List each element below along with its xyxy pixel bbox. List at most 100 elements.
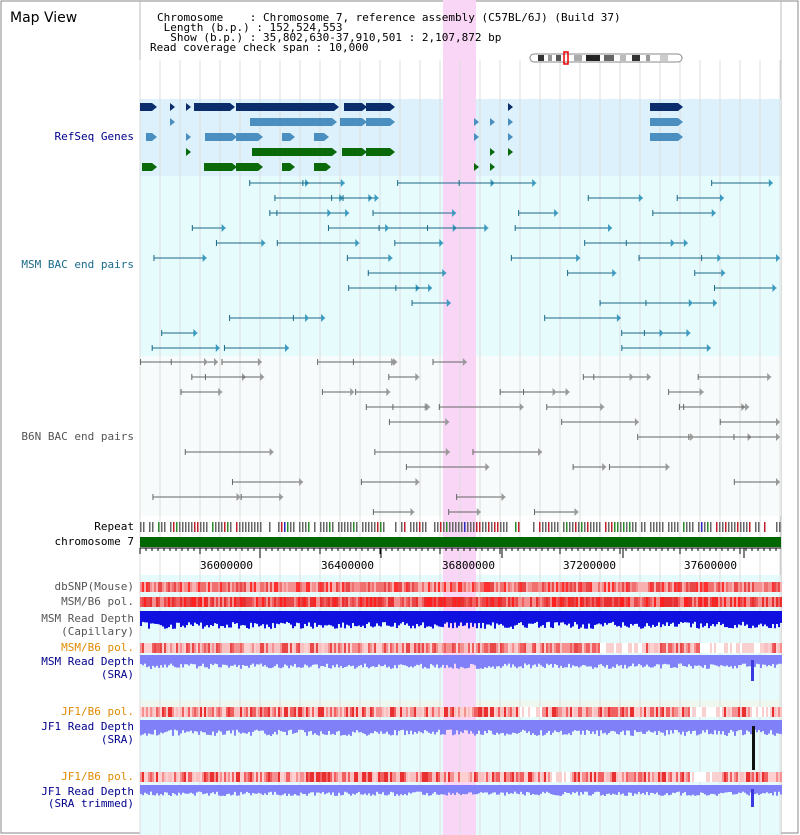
heat-cell bbox=[502, 582, 504, 592]
depth-bar bbox=[406, 655, 408, 667]
depth-bar bbox=[578, 785, 580, 796]
heat-cell bbox=[686, 707, 688, 717]
depth-bar bbox=[716, 611, 718, 625]
heat-cell bbox=[464, 707, 466, 717]
depth-bar bbox=[688, 785, 690, 796]
heat-cell bbox=[324, 772, 326, 782]
heat-cell bbox=[770, 707, 772, 717]
heat-cell bbox=[230, 582, 232, 592]
depth-bar bbox=[146, 655, 148, 668]
depth-bar bbox=[306, 785, 308, 796]
heat-cell bbox=[640, 597, 642, 607]
depth-bar bbox=[436, 720, 438, 733]
depth-bar bbox=[246, 611, 248, 628]
heat-cell bbox=[208, 643, 210, 653]
depth-bar bbox=[380, 785, 382, 795]
depth-bar bbox=[606, 611, 608, 625]
bac-end-arrow bbox=[719, 194, 724, 202]
b6n-end-arrow bbox=[665, 463, 670, 471]
depth-bar bbox=[202, 611, 204, 629]
heat-cell bbox=[264, 597, 266, 607]
depth-bar bbox=[662, 785, 664, 796]
track-label-b6n-bac[interactable]: B6N BAC end pairs bbox=[21, 430, 134, 443]
heat-cell bbox=[328, 772, 330, 782]
heat-cell bbox=[310, 597, 312, 607]
track-label-msm-bac[interactable]: MSM BAC end pairs bbox=[21, 258, 134, 271]
heat-cell bbox=[682, 643, 684, 653]
gene-arrow bbox=[474, 133, 479, 141]
heat-cell bbox=[580, 772, 582, 782]
depth-bar bbox=[746, 655, 748, 667]
depth-bar bbox=[360, 720, 362, 733]
depth-bar bbox=[482, 655, 484, 669]
heat-cell bbox=[166, 772, 168, 782]
gene-arrow bbox=[490, 148, 495, 156]
depth-bar bbox=[692, 655, 694, 669]
depth-bar bbox=[244, 720, 246, 734]
heat-cell bbox=[480, 707, 482, 717]
repeat-element bbox=[254, 522, 256, 532]
depth-bar bbox=[242, 785, 244, 795]
heat-cell bbox=[646, 597, 648, 607]
heat-cell bbox=[494, 772, 496, 782]
heat-cell bbox=[466, 643, 468, 653]
ideogram-band bbox=[556, 55, 561, 61]
heat-cell bbox=[378, 582, 380, 592]
length-value: 152,524,553 bbox=[269, 21, 343, 34]
heat-cell bbox=[174, 597, 176, 607]
depth-bar bbox=[196, 655, 198, 669]
heat-cell bbox=[330, 772, 332, 782]
heat-cell bbox=[746, 707, 748, 717]
depth-bar bbox=[496, 611, 498, 624]
heat-cell bbox=[610, 707, 612, 717]
heat-cell bbox=[456, 643, 458, 653]
gene-arrow bbox=[362, 103, 367, 111]
b6n-end-arrow bbox=[745, 403, 750, 411]
depth-bar bbox=[724, 611, 726, 628]
heat-cell bbox=[354, 597, 356, 607]
heat-cell bbox=[470, 772, 472, 782]
track-label-refseq[interactable]: RefSeq Genes bbox=[54, 130, 134, 143]
heat-cell bbox=[498, 582, 500, 592]
heat-cell bbox=[518, 582, 520, 592]
heat-cell bbox=[758, 643, 760, 653]
depth-bar bbox=[148, 720, 150, 734]
heat-cell bbox=[322, 597, 324, 607]
depth-bar bbox=[290, 611, 292, 625]
depth-bar bbox=[762, 611, 764, 627]
heat-cell bbox=[348, 582, 350, 592]
heat-cell bbox=[712, 643, 714, 653]
heat-cell bbox=[492, 772, 494, 782]
depth-bar bbox=[516, 611, 518, 625]
depth-bar bbox=[356, 611, 358, 627]
gene-arrow bbox=[324, 133, 329, 141]
heat-cell bbox=[366, 643, 368, 653]
heat-cell bbox=[606, 597, 608, 607]
heat-cell bbox=[404, 582, 406, 592]
depth-bar bbox=[548, 655, 550, 666]
heat-cell bbox=[290, 772, 292, 782]
heat-cell bbox=[708, 597, 710, 607]
depth-bar bbox=[692, 785, 694, 795]
heat-cell bbox=[528, 707, 530, 717]
track-label-repeat: Repeat bbox=[94, 520, 134, 533]
depth-bar bbox=[184, 785, 186, 794]
b6n-end-arrow bbox=[776, 418, 780, 426]
depth-bar bbox=[176, 785, 178, 796]
repeat-element bbox=[689, 522, 691, 532]
heat-cell bbox=[444, 597, 446, 607]
bac-end-arrow bbox=[285, 344, 290, 352]
depth-bar bbox=[430, 720, 432, 734]
repeat-element bbox=[533, 522, 535, 532]
heat-cell bbox=[614, 597, 616, 607]
heat-cell bbox=[582, 643, 584, 653]
depth-bar bbox=[544, 611, 546, 628]
heat-cell bbox=[654, 643, 656, 653]
heat-cell bbox=[148, 707, 150, 717]
depth-bar bbox=[708, 785, 710, 796]
depth-bar bbox=[312, 720, 314, 735]
depth-bar bbox=[714, 655, 716, 666]
heat-cell bbox=[226, 582, 228, 592]
heat-cell bbox=[484, 772, 486, 782]
